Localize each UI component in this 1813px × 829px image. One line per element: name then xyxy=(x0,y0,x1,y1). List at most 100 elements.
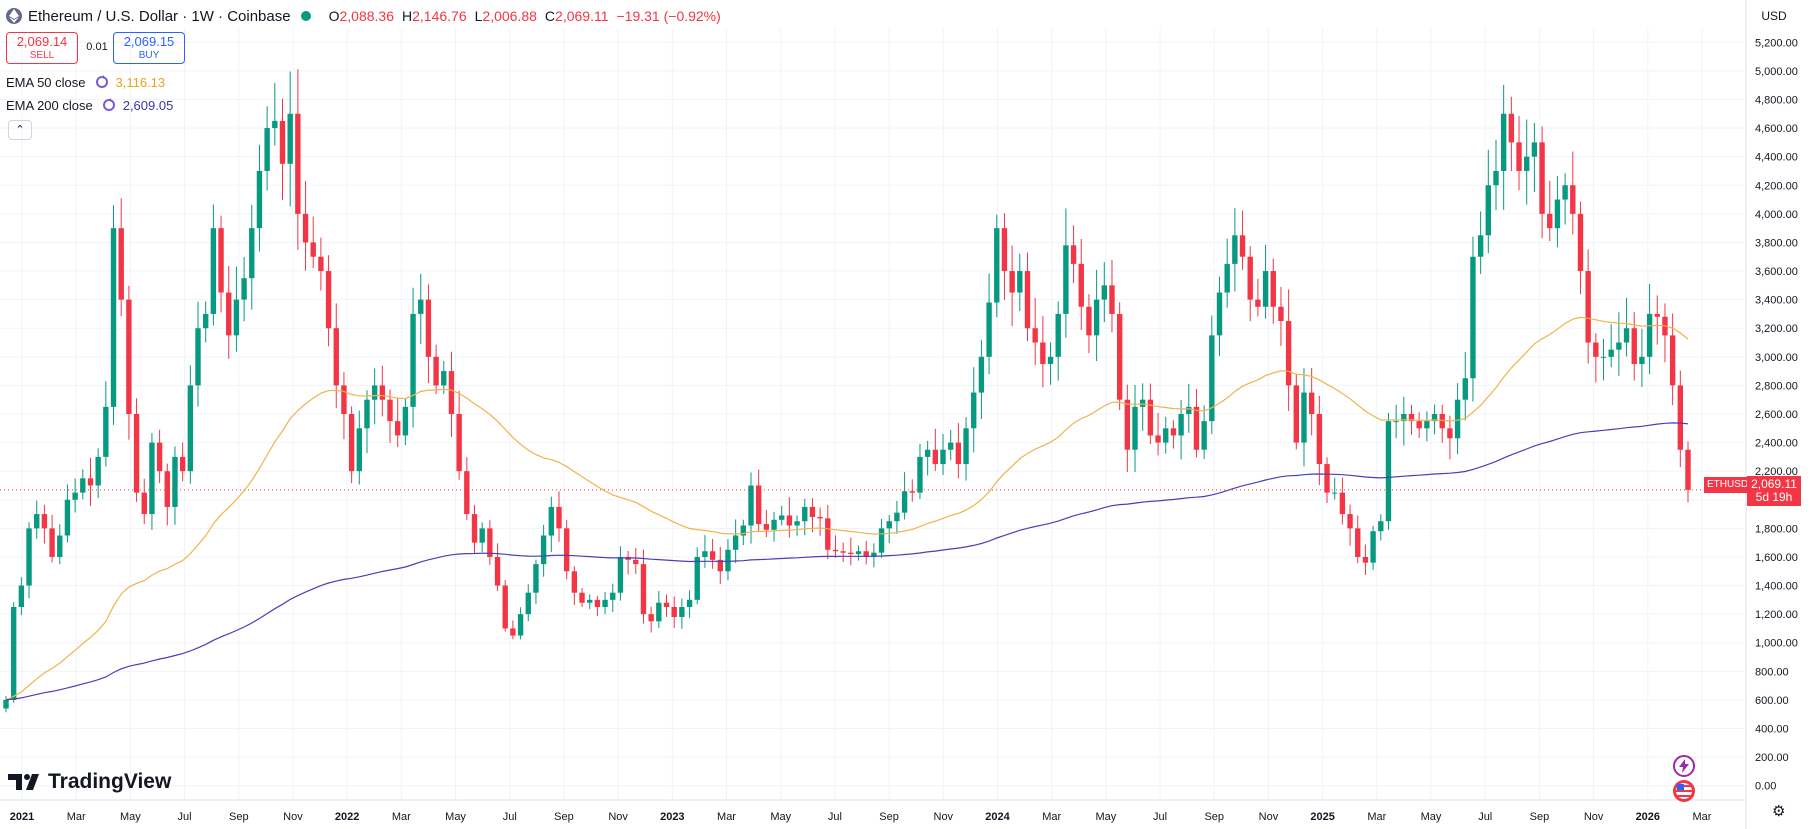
x-tick-label: May xyxy=(1095,811,1116,823)
candle-body xyxy=(18,585,25,607)
ema200-legend[interactable]: EMA 200 close 2,609.05 xyxy=(6,95,173,115)
candle-body xyxy=(1462,378,1468,400)
candle-body xyxy=(1009,271,1015,293)
x-tick-label: Jul xyxy=(178,811,192,823)
candle-body xyxy=(802,506,808,522)
candle-body xyxy=(1032,328,1038,343)
ohlc-value: 2,069.11 xyxy=(555,8,609,24)
candle-body xyxy=(371,385,378,400)
candle-body xyxy=(1385,421,1392,522)
ema50-legend[interactable]: EMA 50 close 3,116.13 xyxy=(6,72,165,92)
candle-body xyxy=(1147,399,1154,436)
candle-body xyxy=(1378,521,1384,532)
candle-body xyxy=(947,442,954,450)
refresh-icon[interactable] xyxy=(102,98,116,112)
candle-body xyxy=(840,551,846,553)
candle-body xyxy=(1109,285,1115,314)
candle-body xyxy=(571,571,578,593)
candle-body xyxy=(763,524,770,530)
candle-body xyxy=(1216,292,1223,336)
candle-body xyxy=(1239,235,1246,257)
candle-body xyxy=(494,556,501,586)
x-tick-label: May xyxy=(1421,811,1442,823)
x-tick-label: Sep xyxy=(1530,811,1550,823)
candle-body xyxy=(525,592,531,615)
x-tick-label: Jul xyxy=(1153,811,1167,823)
ema50-value: 3,116.13 xyxy=(115,74,166,90)
candle-body xyxy=(871,552,877,557)
candle-body xyxy=(187,385,194,472)
collapse-legend-button[interactable]: ⌃ xyxy=(8,120,32,140)
x-tick-label: Sep xyxy=(879,811,899,823)
candle-body xyxy=(1101,285,1107,300)
candle-body xyxy=(333,328,339,386)
x-tick-label: Nov xyxy=(1584,811,1604,823)
x-tick-label: Jul xyxy=(828,811,842,823)
candle-body xyxy=(1431,414,1438,422)
candle-body xyxy=(1339,492,1346,515)
candle-body xyxy=(264,128,270,171)
x-tick-label: Nov xyxy=(283,811,303,823)
y-tick-label: 4,000.00 xyxy=(1755,209,1798,221)
candle-body xyxy=(686,599,693,607)
x-tick-label: Nov xyxy=(1259,811,1279,823)
candle-body xyxy=(533,564,539,593)
settings-gear-icon[interactable]: ⚙ xyxy=(1772,803,1786,820)
candle-body xyxy=(894,512,900,522)
refresh-icon[interactable] xyxy=(95,75,109,89)
candle-body xyxy=(1623,328,1630,343)
candle-body xyxy=(218,228,224,293)
candle-body xyxy=(418,299,424,314)
candle-body xyxy=(1600,356,1607,358)
ohlc-value: 2,146.76 xyxy=(412,8,467,24)
lightning-icon[interactable] xyxy=(1673,755,1695,777)
candle-body xyxy=(1285,321,1292,386)
x-tick-label: Jul xyxy=(1478,811,1492,823)
candle-body xyxy=(1017,271,1023,293)
candle-body xyxy=(72,492,78,500)
candle-body xyxy=(748,485,754,526)
ohlc-key: L xyxy=(474,8,483,24)
tradingview-logo-text: TradingView xyxy=(48,770,172,793)
candle-body xyxy=(318,256,324,272)
symbol-title[interactable]: Ethereum / U.S. Dollar · 1W · Coinbase xyxy=(28,7,291,25)
candle-body xyxy=(901,491,908,513)
candle-body xyxy=(1247,256,1253,300)
candle-body xyxy=(1669,335,1676,386)
x-tick-label: Nov xyxy=(608,811,628,823)
ema50-line xyxy=(5,316,1689,701)
currency-label[interactable]: USD xyxy=(1761,9,1787,23)
candle-body xyxy=(1416,421,1422,429)
y-tick-label: 0.00 xyxy=(1755,781,1776,793)
bar-countdown: 5d 19h xyxy=(1755,490,1793,504)
candle-body xyxy=(279,120,286,164)
us-flag-icon[interactable] xyxy=(1673,780,1695,802)
buy-label: BUY xyxy=(138,50,160,61)
candle-body xyxy=(133,414,140,493)
candle-body xyxy=(1255,299,1261,307)
candle-body xyxy=(1308,392,1315,414)
ethereum-icon xyxy=(6,8,22,24)
candle-body xyxy=(794,521,800,526)
candle-body xyxy=(64,499,71,536)
candle-body xyxy=(1078,263,1084,307)
ohlc-key: H xyxy=(401,8,413,24)
sell-button[interactable]: 2,069.14 SELL xyxy=(6,32,78,64)
sell-price: 2,069.14 xyxy=(16,34,68,49)
candle-body xyxy=(49,528,55,557)
candle-body xyxy=(1332,492,1338,494)
y-tick-label: 1,800.00 xyxy=(1755,523,1798,535)
candle-body xyxy=(886,521,892,529)
candle-body xyxy=(1562,185,1568,200)
candle-body xyxy=(779,515,785,520)
candle-body xyxy=(210,228,217,314)
candle-body xyxy=(579,592,585,603)
candle-body xyxy=(425,299,432,357)
candle-body xyxy=(1116,313,1123,400)
candle-body xyxy=(1178,414,1184,436)
candle-body xyxy=(356,428,362,472)
candle-body xyxy=(540,535,547,565)
candle-body xyxy=(256,170,263,229)
buy-button[interactable]: 2,069.15 BUY xyxy=(113,32,185,64)
